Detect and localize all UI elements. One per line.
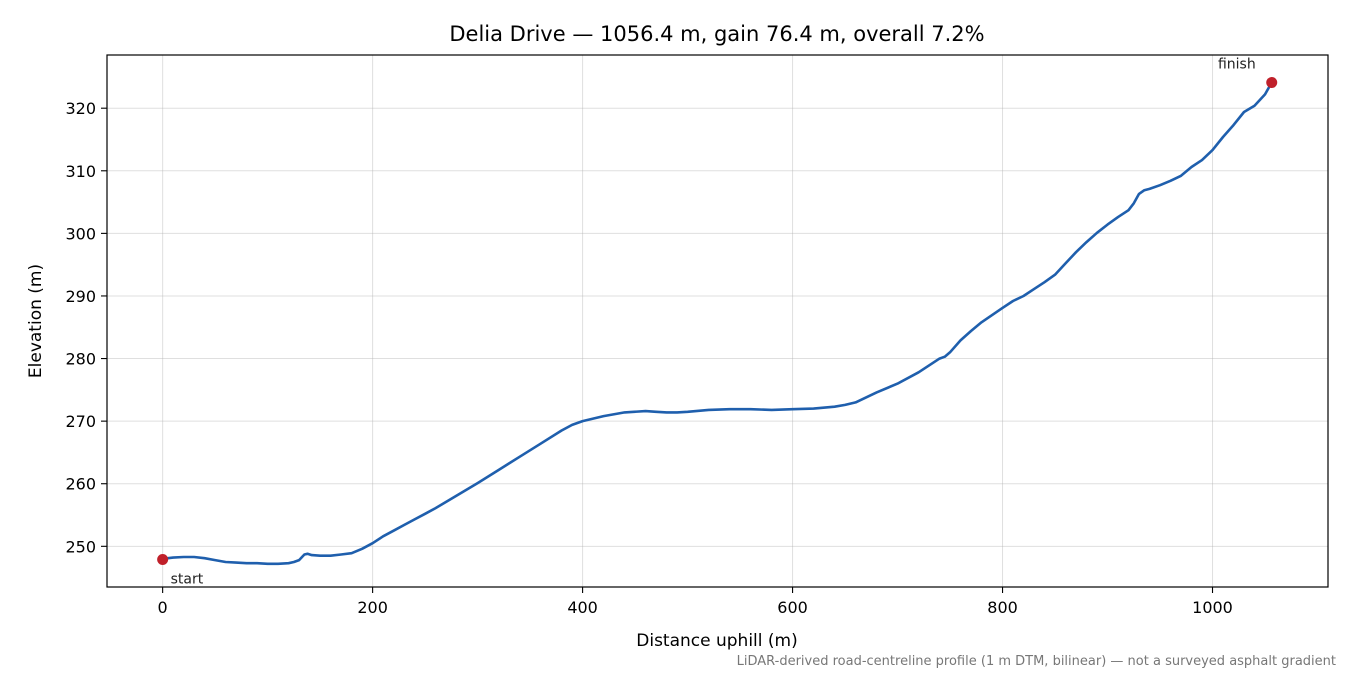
start-label: start <box>171 571 204 587</box>
chart-caption: LiDAR-derived road-centreline profile (1… <box>737 654 1336 669</box>
y-tick-label: 250 <box>65 537 96 556</box>
endpoint-markers: start finish <box>157 57 1278 587</box>
plot-frame <box>106 54 1329 588</box>
x-tick-label: 1000 <box>1192 598 1233 617</box>
x-axis-label: Distance uphill (m) <box>636 631 797 651</box>
x-tick-label: 200 <box>357 598 388 617</box>
y-tick-label: 320 <box>65 99 96 118</box>
y-tick-label: 260 <box>65 475 96 494</box>
y-tick-label: 300 <box>65 224 96 243</box>
y-tick-label: 290 <box>65 287 96 306</box>
chart-title: Delia Drive — 1056.4 m, gain 76.4 m, ove… <box>449 22 984 46</box>
start-marker <box>157 553 169 565</box>
x-tick-label: 800 <box>987 598 1018 617</box>
elevation-series-line <box>161 81 1273 566</box>
x-tick-label: 600 <box>777 598 808 617</box>
x-axis-ticks: 0 200 400 600 800 1000 <box>158 587 1233 617</box>
y-axis-label: Elevation (m) <box>26 264 46 378</box>
y-tick-label: 270 <box>65 412 96 431</box>
y-axis-ticks: 250 260 270 280 290 300 310 320 <box>65 99 107 556</box>
y-tick-label: 310 <box>65 162 96 181</box>
finish-marker <box>1266 77 1278 89</box>
grid-lines <box>107 55 1328 587</box>
x-tick-label: 0 <box>158 598 168 617</box>
finish-label: finish <box>1218 57 1256 73</box>
x-tick-label: 400 <box>567 598 598 617</box>
y-tick-label: 280 <box>65 350 96 369</box>
